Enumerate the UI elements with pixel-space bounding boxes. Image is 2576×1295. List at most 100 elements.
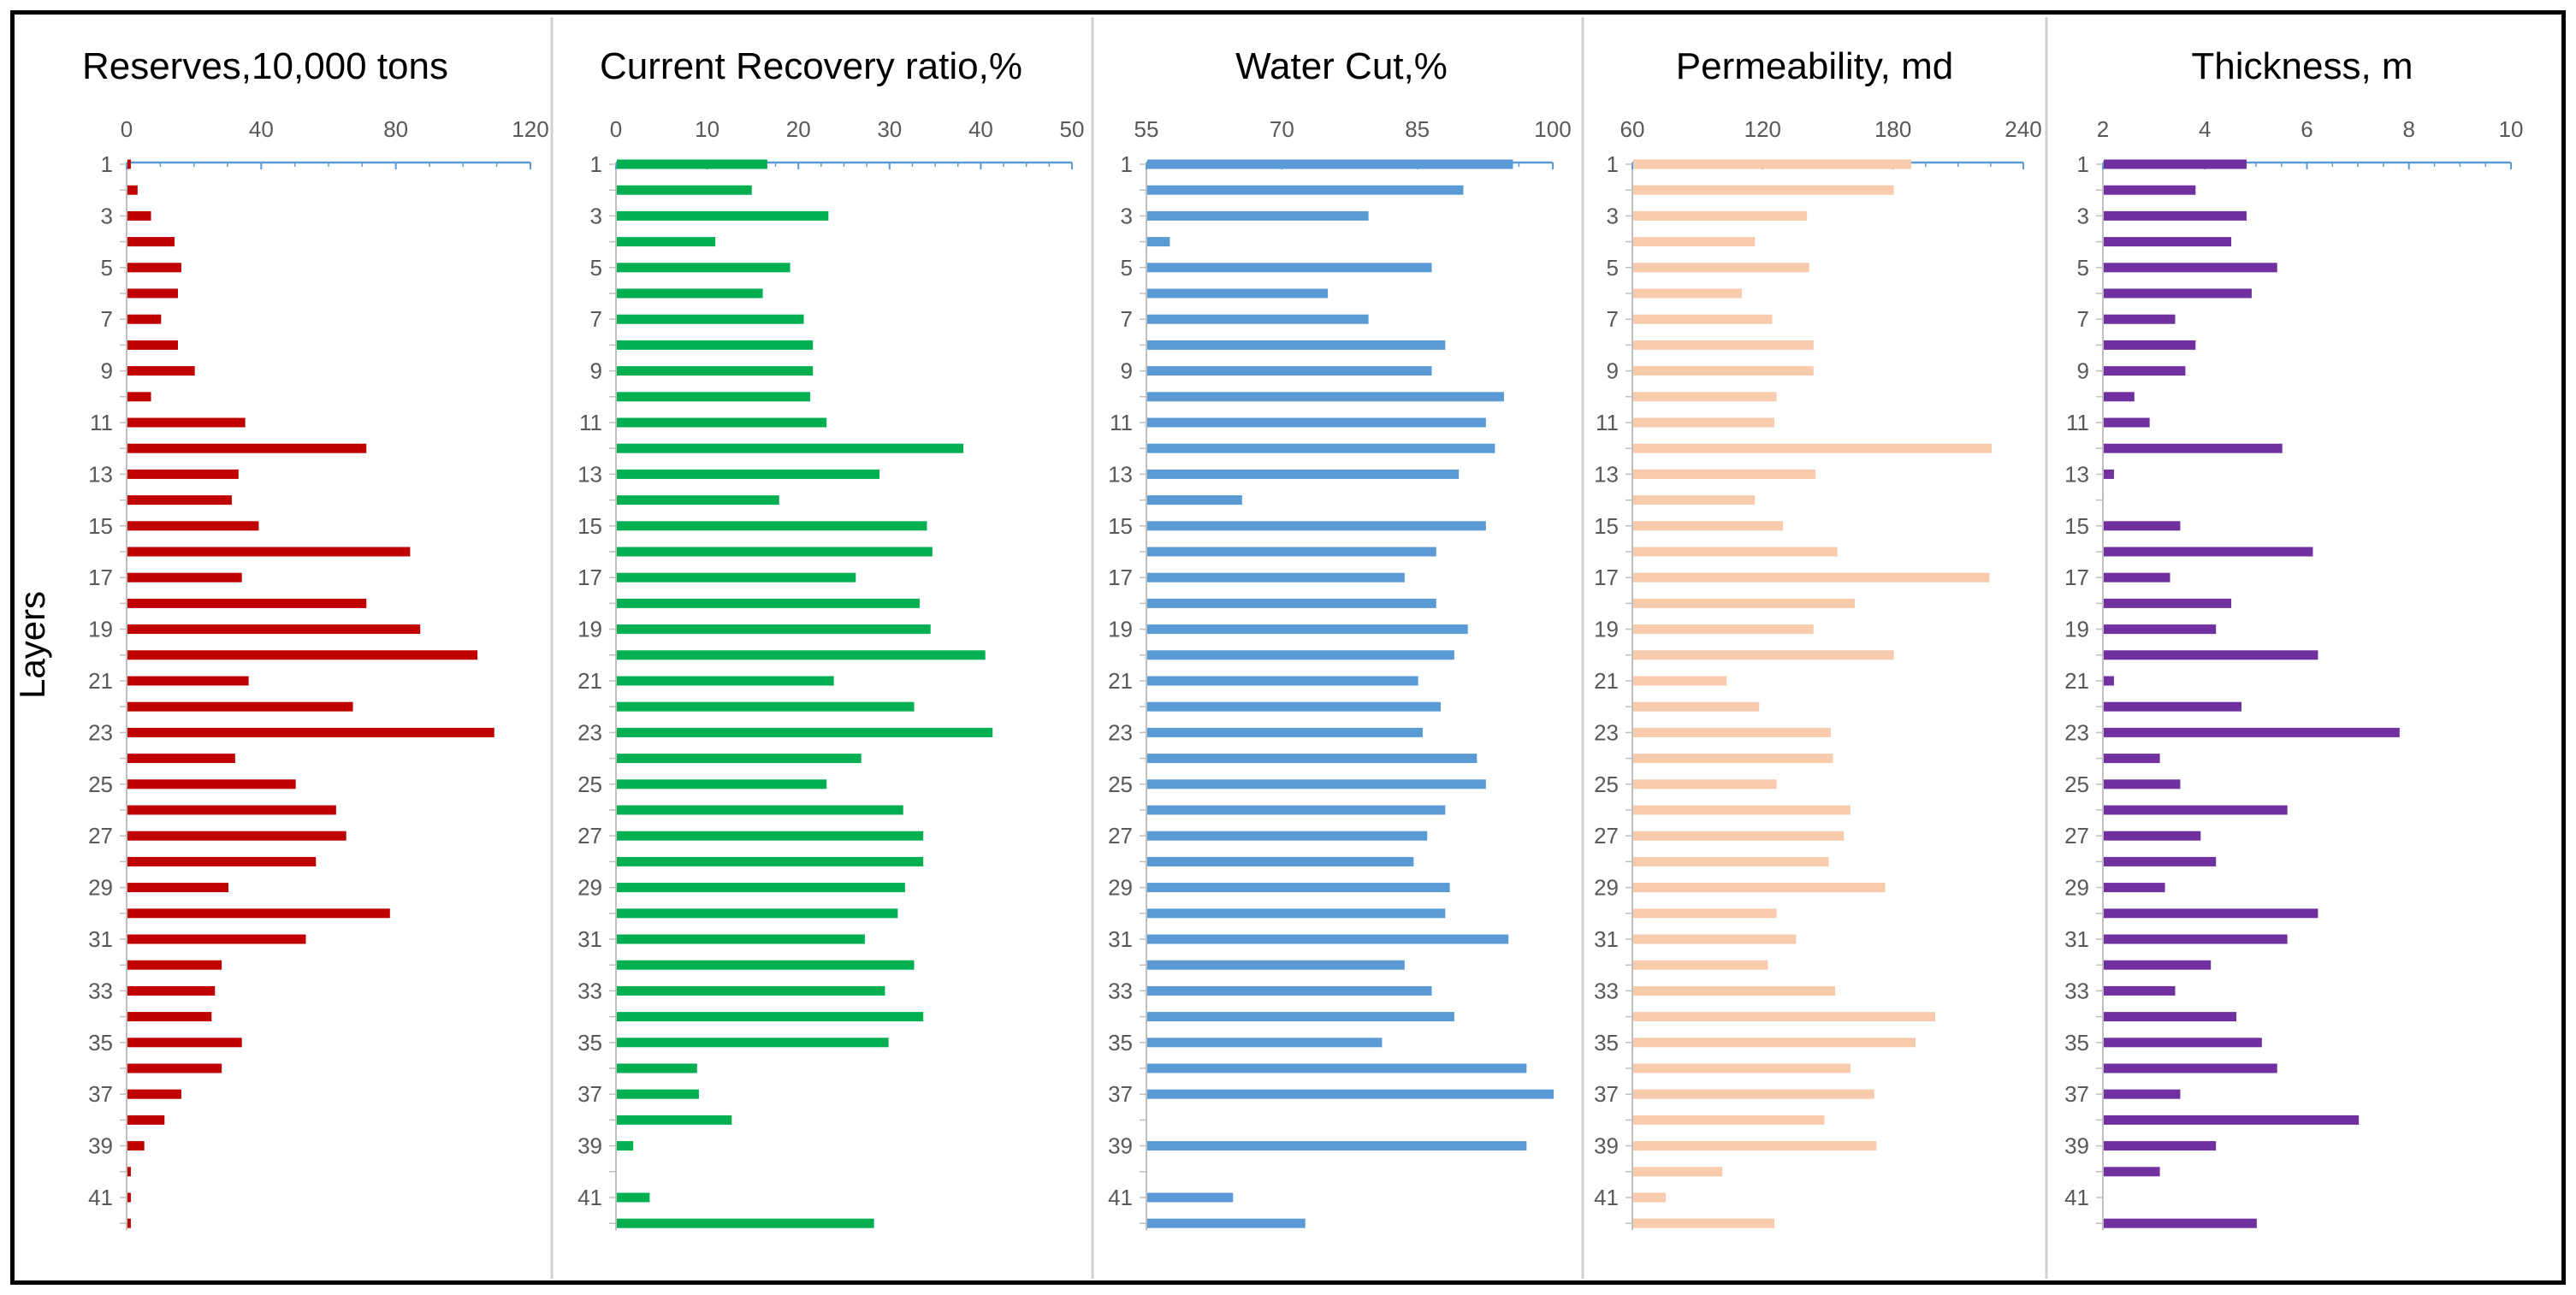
bar-layer-32	[1633, 960, 1768, 970]
y-tick-label: 9	[2077, 358, 2089, 384]
bar-layer-15	[1633, 521, 1784, 531]
x-tick-label: 40	[968, 116, 993, 142]
bar-layer-26	[2104, 805, 2288, 815]
bar-layer-39	[1147, 1141, 1527, 1151]
y-tick-label: 5	[590, 255, 602, 281]
x-tick-label: 85	[1405, 116, 1430, 142]
y-tick-label: 29	[577, 875, 602, 901]
y-tick-label: 35	[1108, 1030, 1133, 1056]
bar-layer-30	[1633, 908, 1777, 919]
bar-layer-26	[127, 805, 336, 815]
y-tick-label: 41	[1108, 1185, 1133, 1210]
y-tick-label: 5	[1607, 255, 1619, 281]
x-tick-label: 0	[121, 116, 133, 142]
bar-layer-23	[1147, 727, 1423, 737]
bar-layer-8	[1147, 340, 1446, 350]
bar-layer-17	[617, 572, 856, 582]
bar-layer-37	[617, 1089, 699, 1099]
x-tick-label: 80	[383, 116, 408, 142]
bar-layer-39	[1633, 1141, 1877, 1151]
bar-layer-26	[1147, 805, 1446, 815]
bar-layer-41	[617, 1192, 650, 1203]
bar-layer-9	[1147, 366, 1432, 376]
y-tick-label: 19	[1108, 617, 1133, 642]
bar-layer-1	[2104, 159, 2247, 169]
bar-layer-13	[617, 469, 880, 479]
y-tick-label: 23	[2064, 719, 2089, 745]
bar-layer-40	[2104, 1167, 2160, 1177]
bar-layer-23	[617, 727, 993, 737]
bar-layer-25	[617, 779, 827, 789]
bar-layer-18	[127, 598, 367, 608]
bar-layer-1	[617, 159, 767, 169]
y-tick-label: 41	[1594, 1185, 1619, 1210]
y-tick-label: 25	[1594, 772, 1619, 797]
bar-layer-10	[1633, 392, 1777, 402]
bar-layer-28	[617, 856, 924, 866]
bar-layer-6	[1147, 288, 1329, 299]
bar-layer-35	[2104, 1038, 2262, 1048]
bar-layer-14	[127, 495, 232, 506]
bar-layer-27	[1633, 831, 1845, 841]
x-tick-label: 4	[2199, 116, 2211, 142]
bar-layer-13	[127, 469, 239, 479]
bar-layer-28	[1147, 856, 1414, 866]
bar-layer-11	[2104, 417, 2150, 428]
bar-layer-3	[1633, 210, 1808, 221]
bar-layer-23	[1633, 727, 1832, 737]
bar-layer-27	[1147, 831, 1428, 841]
y-tick-label: 23	[577, 719, 602, 745]
y-tick-label: 33	[577, 978, 602, 1003]
bar-layer-3	[127, 210, 151, 221]
bar-layer-18	[2104, 598, 2232, 608]
y-tick-label: 15	[577, 513, 602, 539]
bar-layer-30	[1147, 908, 1446, 919]
bar-layer-11	[1633, 417, 1775, 428]
y-tick-label: 9	[1607, 358, 1619, 384]
y-tick-label: 11	[90, 410, 113, 435]
bar-layer-13	[2104, 469, 2114, 479]
bar-layer-4	[127, 237, 175, 247]
y-tick-label: 5	[101, 255, 113, 281]
y-tick-label: 17	[577, 565, 602, 590]
bar-layer-23	[127, 727, 494, 737]
y-tick-label: 27	[577, 823, 602, 849]
bar-layer-11	[617, 417, 827, 428]
bar-layer-22	[617, 701, 915, 712]
bar-layer-33	[1633, 985, 1836, 996]
bar-layer-42	[1633, 1218, 1775, 1228]
y-tick-label: 19	[2064, 617, 2089, 642]
bar-layer-26	[617, 805, 903, 815]
y-tick-label: 35	[88, 1030, 113, 1056]
y-tick-label: 37	[2064, 1081, 2089, 1107]
bar-layer-12	[1147, 443, 1495, 453]
y-tick-label: 3	[2077, 203, 2089, 228]
y-tick-label: 3	[1607, 203, 1619, 228]
bar-layer-16	[127, 547, 411, 557]
y-tick-label: 17	[1594, 565, 1619, 590]
y-tick-label: 13	[2064, 461, 2089, 487]
bar-layer-29	[1147, 883, 1450, 893]
y-tick-label: 29	[1108, 875, 1133, 901]
y-tick-label: 3	[1121, 203, 1133, 228]
y-tick-label: 7	[1121, 306, 1133, 332]
bar-layer-29	[2104, 883, 2165, 893]
y-tick-label: 41	[2064, 1185, 2089, 1210]
bar-layer-22	[1147, 701, 1442, 712]
bar-layer-7	[127, 314, 162, 324]
y-tick-label: 11	[2066, 410, 2089, 435]
bar-layer-2	[1633, 185, 1894, 195]
y-tick-label: 33	[1108, 978, 1133, 1003]
bar-layer-7	[1147, 314, 1369, 324]
bar-layer-6	[127, 288, 178, 299]
y-tick-label: 37	[577, 1081, 602, 1107]
bar-layer-31	[2104, 934, 2288, 944]
bar-layer-38	[2104, 1115, 2360, 1125]
bar-layer-14	[1633, 495, 1756, 506]
bar-layer-37	[127, 1089, 181, 1099]
x-tick-label: 120	[512, 116, 548, 142]
bar-layer-18	[617, 598, 920, 608]
x-tick-label: 60	[1620, 116, 1645, 142]
y-tick-label: 13	[1594, 461, 1619, 487]
y-tick-label: 37	[1108, 1081, 1133, 1107]
